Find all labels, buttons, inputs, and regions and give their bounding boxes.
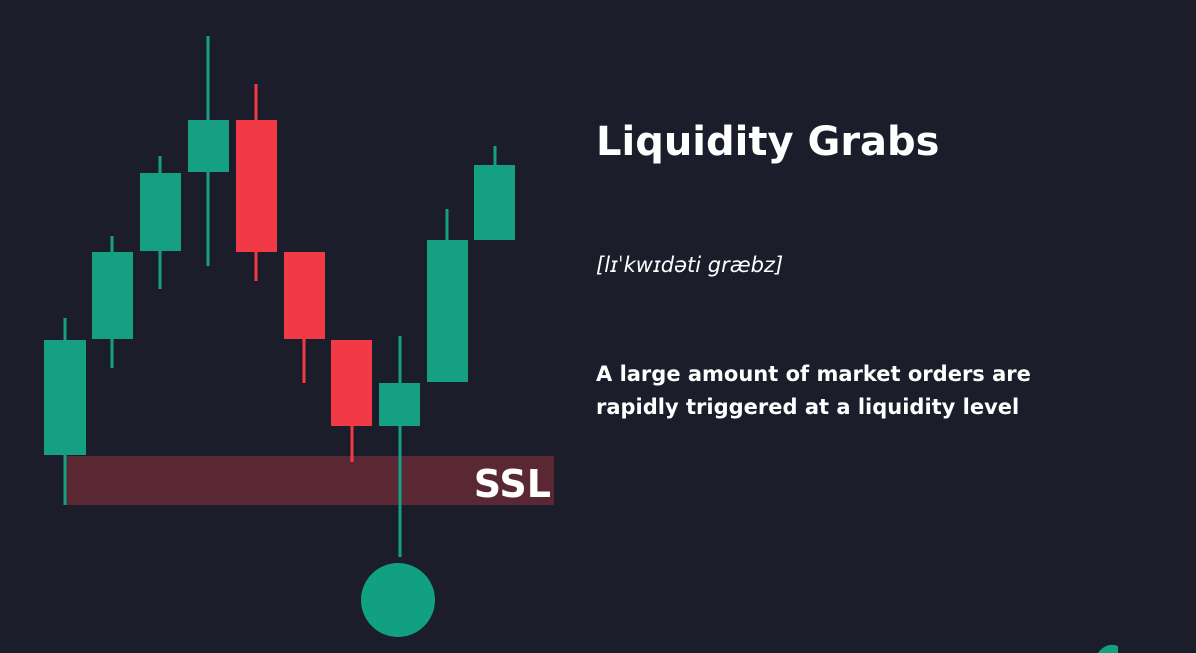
candle-body xyxy=(474,165,515,240)
candle-body xyxy=(427,240,468,382)
candle-body xyxy=(331,340,372,426)
candle-body xyxy=(44,340,86,455)
level-label: SSL xyxy=(474,462,551,506)
candles xyxy=(44,36,515,557)
candle-body xyxy=(92,252,133,339)
corner-logo xyxy=(1098,644,1118,653)
description-line: A large amount of market orders are xyxy=(596,362,1031,386)
pronunciation: [lɪˈkwɪdəti græbz] xyxy=(596,253,783,277)
candle-body xyxy=(236,120,277,252)
candle-body xyxy=(284,252,325,339)
candle-body xyxy=(379,383,420,426)
description-line: rapidly triggered at a liquidity level xyxy=(596,395,1019,419)
liquidity-zone xyxy=(64,456,554,505)
grab-marker xyxy=(361,563,435,637)
candle-body xyxy=(140,173,181,251)
title: Liquidity Grabs xyxy=(596,119,939,165)
candle-body xyxy=(188,120,229,172)
